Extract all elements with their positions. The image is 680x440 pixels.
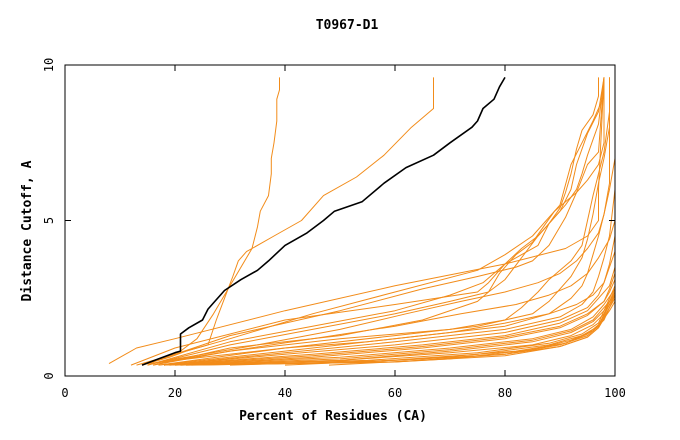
- y-tick-label: 5: [42, 217, 56, 224]
- series-line-32: [158, 77, 616, 363]
- series-line-22: [180, 77, 616, 366]
- series-line-5: [130, 77, 605, 366]
- series-line-13: [158, 77, 610, 366]
- chart-title: T0967-D1: [316, 18, 379, 33]
- series-line-9: [147, 77, 605, 366]
- y-tick-label: 10: [42, 58, 56, 72]
- series-line-18: [169, 77, 616, 366]
- series-line-15: [163, 77, 616, 366]
- series-line-29: [328, 77, 616, 366]
- series-line-11: [152, 77, 610, 366]
- series-line-24: [185, 77, 616, 366]
- series-line-23: [180, 77, 616, 366]
- x-tick-label: 40: [278, 386, 292, 400]
- x-tick-label: 20: [168, 386, 182, 400]
- series-line-3: [141, 77, 434, 366]
- y-axis-label: Distance Cutoff, A: [20, 160, 35, 301]
- y-axis-ticks: 0 5 10: [42, 58, 615, 380]
- series-line-17: [163, 77, 616, 366]
- series-line-31: [152, 77, 616, 365]
- x-axis-ticks: 0 20 40 60 80 100: [61, 65, 626, 400]
- series-line-7: [147, 77, 605, 365]
- series-line-6: [136, 77, 605, 366]
- series-line-21: [174, 77, 616, 366]
- series-line-28: [284, 77, 616, 366]
- series-line-12: [158, 77, 610, 366]
- x-tick-label: 100: [604, 386, 626, 400]
- series-line-2: [141, 77, 280, 366]
- series-line-30: [147, 77, 616, 365]
- series-layer: [108, 76, 616, 366]
- x-tick-label: 80: [498, 386, 512, 400]
- series-line-27: [229, 77, 616, 366]
- series-line-19: [169, 77, 616, 366]
- series-line-10: [152, 77, 605, 366]
- series-line-highlighted: [141, 76, 506, 366]
- x-axis-label: Percent of Residues (CA): [239, 409, 427, 424]
- x-tick-label: 60: [388, 386, 402, 400]
- y-tick-label: 0: [42, 372, 56, 379]
- series-line-16: [163, 77, 616, 366]
- x-tick-label: 0: [61, 386, 68, 400]
